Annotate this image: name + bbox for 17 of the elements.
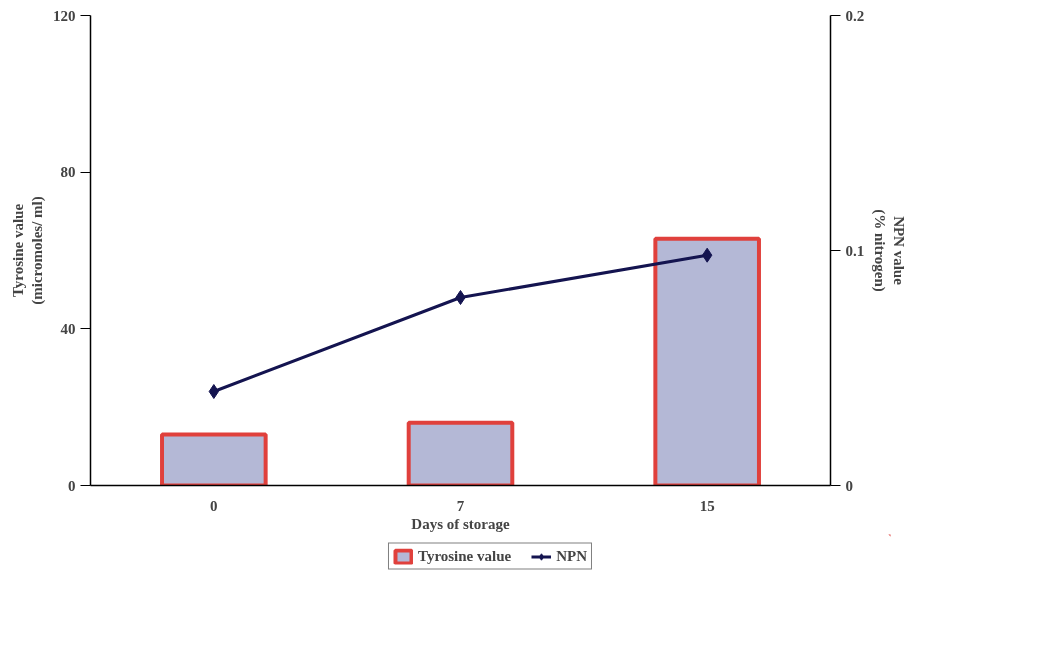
x-axis-title: Days of storage [411,515,510,532]
x-tick-label: 7 [456,497,465,514]
point [455,290,466,305]
y2-tick-label: 0 [845,477,853,494]
y2-tick-label: 0.1 [845,242,865,259]
x-tick-label: 15 [699,497,715,514]
y-tick-label: 120 [53,7,76,24]
y-tick-label: 80 [60,164,76,181]
y2-tick-label: 0.2 [845,7,865,24]
legend-label: NPN [556,547,588,565]
point [208,384,219,399]
y-tick-label: 0 [68,477,76,494]
legend-label: Tyrosine value [417,547,512,565]
y2-axis-title: NPN value (% nitrogen) [871,209,908,292]
y-axis-title: Tyrosine value (micromoles/ ml) [9,196,46,305]
x-tick-label: 0 [210,497,218,514]
y-tick-label: 40 [60,320,76,337]
